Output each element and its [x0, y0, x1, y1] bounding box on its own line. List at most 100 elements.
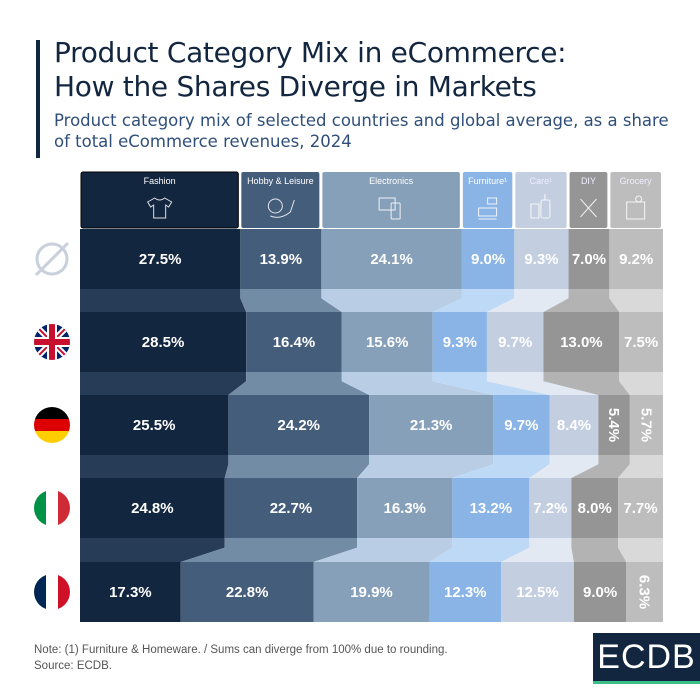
value-label: 7.0%	[572, 251, 606, 268]
value-label: 8.0%	[578, 500, 612, 517]
chart-subtitle: Product category mix of selected countri…	[54, 111, 669, 151]
source-text: Source: ECDB.	[34, 660, 112, 672]
connector-1	[240, 289, 342, 312]
bar-segment-tshirt	[80, 562, 181, 622]
connector-2	[321, 289, 462, 312]
connector-2	[357, 455, 494, 478]
value-label: 12.3%	[444, 584, 487, 601]
note-text: Note: (1) Furniture & Homeware. / Sums c…	[34, 644, 448, 656]
value-label: 19.9%	[350, 584, 393, 601]
bar-segment-devices	[313, 562, 430, 622]
bar-segment-bottles	[514, 229, 569, 289]
value-label: 24.2%	[277, 417, 320, 434]
connector-6	[618, 538, 663, 562]
bar-segment-sofa	[452, 478, 530, 538]
yarn-icon	[267, 198, 295, 218]
devices-icon	[378, 197, 401, 220]
bar-segment-tshirt	[80, 395, 229, 455]
connector-3	[432, 289, 515, 312]
value-label: 22.7%	[270, 500, 313, 517]
title-line-1: Product Category Mix in eCommerce:	[54, 36, 567, 69]
value-label: 21.3%	[410, 417, 453, 434]
value-label: 25.5%	[133, 417, 176, 434]
header-tools	[569, 172, 608, 228]
bar-segment-devices	[357, 478, 453, 538]
header-devices	[322, 172, 460, 228]
bar-segment-tools	[598, 395, 630, 455]
bar-segment-grocery-bag	[609, 229, 663, 289]
value-label: 24.8%	[131, 500, 174, 517]
value-label: 7.7%	[623, 500, 657, 517]
connector-1	[180, 538, 358, 562]
legend-label: Grocery	[620, 176, 653, 186]
bar-segment-sofa	[493, 395, 550, 455]
value-label: 9.3%	[443, 334, 477, 351]
average-symbol-icon	[34, 241, 70, 277]
bar-segment-sofa	[432, 312, 487, 372]
connector-3	[429, 538, 530, 562]
legend-label: Electronics	[369, 176, 414, 186]
germany-flag-icon	[34, 407, 70, 443]
connector-4	[486, 372, 599, 395]
bar-segment-sofa	[461, 229, 515, 289]
uk-flag-icon	[34, 324, 70, 360]
bar-segment-tshirt	[80, 478, 225, 538]
connector-5	[571, 538, 627, 562]
header-yarn	[241, 172, 320, 228]
value-label: 7.2%	[533, 500, 567, 517]
bar-segment-devices	[369, 395, 494, 455]
connector-6	[619, 372, 663, 395]
bar-segment-tshirt	[80, 312, 247, 372]
connector-5	[543, 372, 630, 395]
connector-2	[341, 372, 494, 395]
bar-segment-grocery-bag	[619, 312, 663, 372]
value-label: 6.3%	[636, 575, 653, 609]
value-label: 9.2%	[619, 251, 653, 268]
bar-segment-bottles	[549, 395, 599, 455]
connector-6	[618, 455, 663, 478]
legend-label: Furniture¹	[468, 176, 507, 186]
bar-segment-grocery-bag	[626, 562, 663, 622]
value-label: 22.8%	[226, 584, 269, 601]
connector-2	[313, 538, 453, 562]
connector-6	[609, 289, 663, 312]
value-label: 13.0%	[560, 334, 603, 351]
sofa-icon	[478, 197, 498, 220]
bar-segment-tools	[543, 312, 620, 372]
connector-0	[80, 289, 247, 312]
bar-segment-grocery-bag	[618, 478, 663, 538]
bar-segment-tools	[568, 229, 610, 289]
value-label: 9.3%	[524, 251, 558, 268]
bar-segment-grocery-bag	[629, 395, 663, 455]
bar-segment-bottles	[486, 312, 544, 372]
connector-3	[452, 455, 550, 478]
chart-title: Product Category Mix in eCommerce: How t…	[54, 36, 567, 104]
value-label: 24.1%	[370, 251, 413, 268]
bar-segment-tshirt	[80, 229, 241, 289]
value-label: 16.3%	[383, 500, 426, 517]
bar-segment-tools	[573, 562, 627, 622]
bar-segment-devices	[341, 312, 433, 372]
grocery-bag-icon	[626, 195, 646, 220]
italy-flag-icon	[34, 490, 70, 526]
bar-segment-bottles	[529, 478, 572, 538]
value-label: 15.6%	[366, 334, 409, 351]
connector-4	[486, 289, 569, 312]
footnote: Note: (1) Furniture & Homeware. / Sums c…	[34, 642, 448, 674]
value-label: 28.5%	[142, 334, 185, 351]
bar-segment-yarn	[180, 562, 314, 622]
value-label: 13.2%	[470, 500, 513, 517]
value-label: 17.3%	[109, 584, 152, 601]
value-label: 12.5%	[516, 584, 559, 601]
title-accent-bar	[36, 40, 40, 158]
ecdb-logo: ECDB	[593, 633, 700, 684]
legend-label: Hobby & Leisure	[247, 176, 314, 186]
value-label: 7.5%	[624, 334, 658, 351]
value-label: 16.4%	[273, 334, 316, 351]
value-label: 9.7%	[504, 417, 538, 434]
bar-segment-yarn	[240, 229, 322, 289]
value-label: 9.0%	[471, 251, 505, 268]
connector-5	[571, 455, 630, 478]
